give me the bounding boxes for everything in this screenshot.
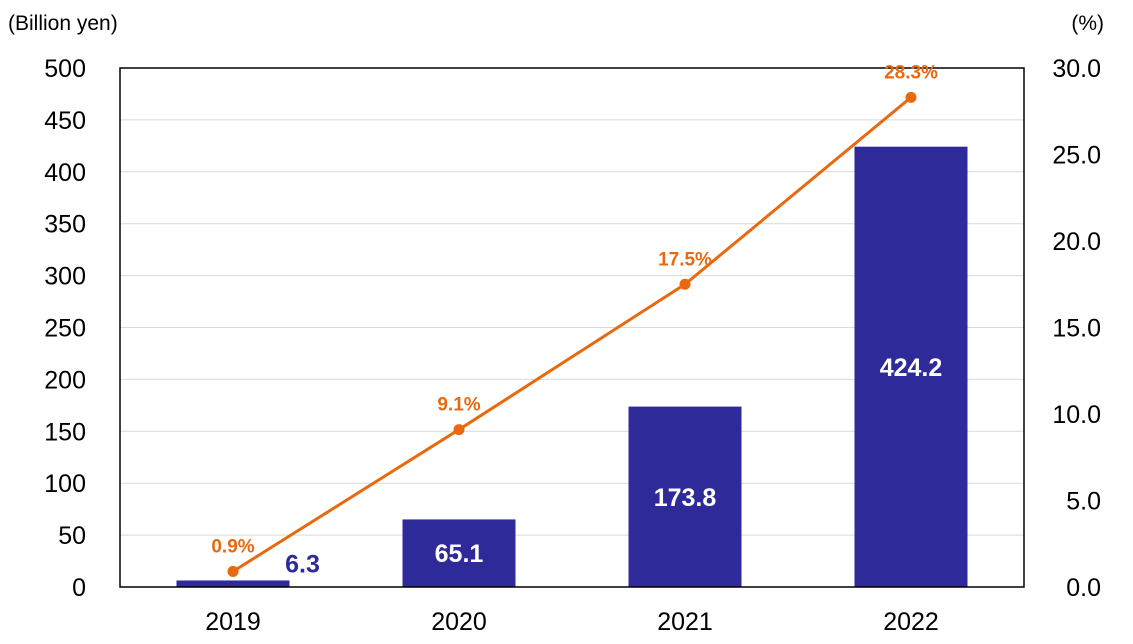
x-tick-label: 2022	[883, 608, 939, 636]
line-marker	[227, 565, 239, 577]
bar-value-label: 65.1	[435, 540, 484, 568]
line-value-label: 17.5%	[658, 249, 712, 270]
left-tick-label: 200	[44, 366, 86, 394]
left-tick-label: 500	[44, 55, 86, 83]
left-tick-label: 100	[44, 470, 86, 498]
x-tick-label: 2019	[205, 608, 261, 636]
left-tick-label: 50	[58, 522, 86, 550]
left-tick-label: 250	[44, 315, 86, 343]
line-marker	[905, 91, 917, 103]
bar-value-label: 424.2	[880, 354, 943, 382]
right-tick-label: 5.0	[1066, 488, 1101, 516]
left-tick-label: 400	[44, 159, 86, 187]
right-tick-label: 15.0	[1052, 315, 1101, 343]
left-tick-label: 350	[44, 211, 86, 239]
right-axis-ticks: 0.0 5.0 10.0 15.0 20.0 25.0 30.0	[1052, 55, 1101, 602]
line-value-label: 28.3%	[884, 62, 938, 83]
line-path	[232, 96, 912, 573]
plot-frame	[119, 67, 1025, 588]
left-axis-unit-label: (Billion yen)	[8, 12, 118, 35]
line-series	[227, 91, 917, 577]
bar	[854, 146, 968, 587]
right-tick-label: 30.0	[1052, 55, 1101, 83]
bar	[402, 519, 516, 587]
x-tick-label: 2020	[431, 608, 487, 636]
left-tick-label: 450	[44, 107, 86, 135]
bar-value-label: 173.8	[654, 484, 717, 512]
right-tick-label: 20.0	[1052, 228, 1101, 256]
bar	[628, 406, 742, 587]
bar-series	[176, 146, 968, 587]
right-tick-label: 0.0	[1066, 574, 1101, 602]
data-labels: 6.3 65.1 173.8 424.2 0.9% 9.1% 17.5% 28.3%	[211, 62, 942, 578]
gridlines	[120, 119, 1024, 536]
bar-value-label: 6.3	[285, 550, 320, 578]
left-axis-ticks: 0 50 100 150 200 250 300 350 400 450 500	[44, 55, 86, 602]
x-tick-label: 2021	[657, 608, 713, 636]
x-axis-ticks: 2019 2020 2021 2022	[205, 608, 939, 636]
line-marker	[453, 424, 465, 436]
right-axis-unit-label: (%)	[1071, 12, 1104, 35]
right-tick-label: 10.0	[1052, 401, 1101, 429]
right-tick-label: 25.0	[1052, 142, 1101, 170]
bar	[176, 580, 290, 587]
line-marker	[679, 278, 691, 290]
line-value-label: 9.1%	[437, 395, 480, 416]
left-tick-label: 0	[72, 574, 86, 602]
left-tick-label: 300	[44, 263, 86, 291]
line-value-label: 0.9%	[211, 536, 254, 557]
left-tick-label: 150	[44, 418, 86, 446]
